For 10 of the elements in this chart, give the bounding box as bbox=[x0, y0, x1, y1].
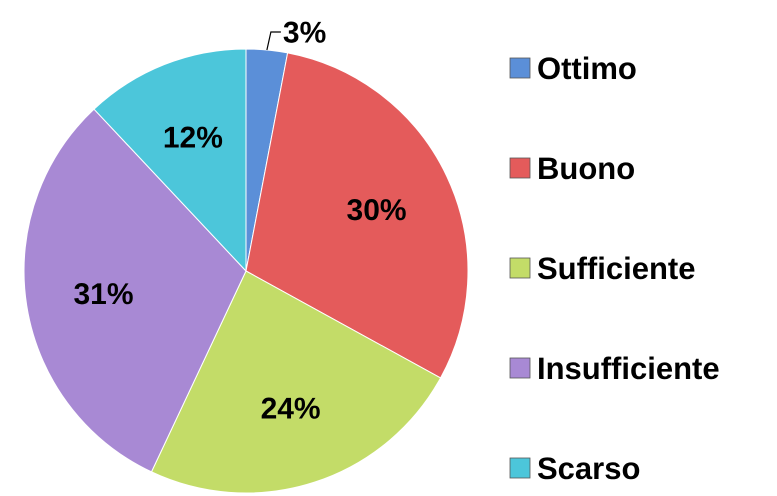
data-label: 30% bbox=[346, 194, 407, 228]
data-label: 24% bbox=[260, 392, 321, 426]
legend-label: Buono bbox=[537, 150, 636, 186]
data-label: 12% bbox=[162, 121, 223, 154]
legend-label: Sufficiente bbox=[537, 250, 696, 286]
legend-label: Scarso bbox=[537, 450, 640, 486]
legend-label: Insufficiente bbox=[537, 350, 720, 386]
legend-label: Ottimo bbox=[537, 50, 637, 86]
data-label: 3% bbox=[282, 16, 326, 50]
data-label: 31% bbox=[73, 278, 134, 312]
